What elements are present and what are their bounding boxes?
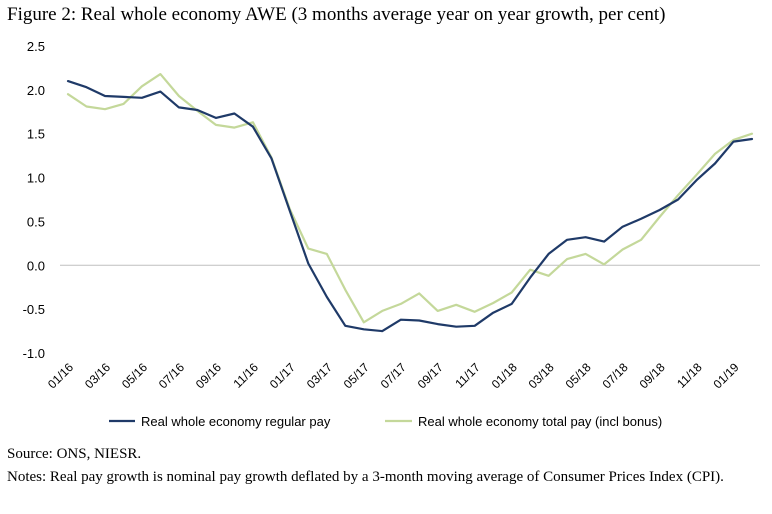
y-tick-label: -1.0 — [23, 346, 45, 361]
chart-title: Figure 2: Real whole economy AWE (3 mont… — [7, 4, 666, 25]
x-tick-label: 11/16 — [230, 360, 261, 391]
x-tick-label: 09/16 — [193, 360, 224, 391]
x-tick-label: 09/18 — [637, 360, 668, 391]
x-tick-label: 01/18 — [489, 360, 520, 391]
y-tick-label: 0.5 — [27, 214, 45, 229]
y-axis: 2.5 2.0 1.5 1.0 0.5 0.0 -0.5 -1.0 — [23, 39, 45, 361]
x-tick-label: 03/16 — [82, 360, 113, 391]
line-chart: 2.52.01.51.00.50.0-0.5-1.0 01/16 03/16 05/… — [23, 39, 760, 429]
y-tick-label: 0.0 — [27, 258, 45, 273]
y-tick-label: 1.5 — [27, 127, 45, 142]
legend-label-total-pay: Real whole economy total pay (incl bonus… — [418, 414, 662, 429]
source-note: Source: ONS, NIESR. — [7, 446, 142, 462]
y-tick-label: -0.5 — [23, 302, 45, 317]
x-tick-label: 01/17 — [267, 360, 298, 391]
legend-label-regular-pay: Real whole economy regular pay — [141, 414, 331, 429]
x-tick-label: 11/17 — [452, 360, 483, 391]
y-tick-label: 2.5 — [27, 39, 45, 54]
x-tick-label: 07/17 — [378, 360, 409, 391]
x-tick-label: 09/17 — [415, 360, 446, 391]
x-axis: 01/16 03/16 05/16 07/16 09/16 11/16 01/17 03/17… — [45, 264, 760, 391]
series-line-regular-pay — [66, 79, 754, 333]
x-tick-label: 03/18 — [526, 360, 557, 391]
notes-text: Notes: Real pay growth is nominal pay gr… — [7, 469, 724, 485]
x-tick-label: 03/17 — [304, 360, 335, 391]
x-tick-label: 07/16 — [156, 360, 187, 391]
x-tick-label: 05/18 — [563, 360, 594, 391]
series-line-total-pay — [66, 72, 754, 324]
x-tick-label: 07/18 — [600, 360, 631, 391]
x-tick-label: 01/19 — [711, 360, 742, 391]
x-tick-label: 11/18 — [674, 360, 705, 391]
y-tick-label: 2.0 — [27, 83, 45, 98]
x-tick-label: 05/17 — [341, 360, 372, 391]
legend: Real whole economy regular pay Real whol… — [109, 414, 662, 429]
series-layer — [66, 72, 754, 333]
y-tick-label: 1.0 — [27, 171, 45, 186]
x-tick-label: 01/16 — [45, 360, 76, 391]
x-tick-label: 05/16 — [119, 360, 150, 391]
